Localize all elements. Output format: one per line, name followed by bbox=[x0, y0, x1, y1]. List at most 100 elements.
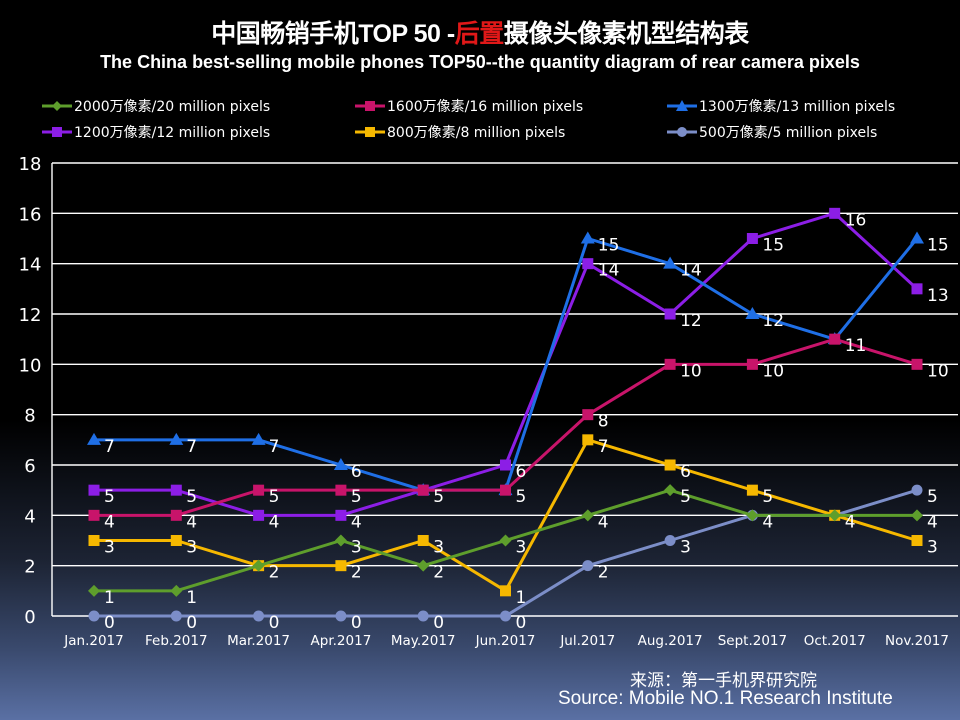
data-label: 0 bbox=[269, 613, 280, 633]
data-label: 6 bbox=[680, 462, 691, 482]
data-label: 6 bbox=[351, 462, 362, 482]
data-label: 8 bbox=[598, 412, 609, 432]
legend-marker-icon bbox=[355, 101, 385, 111]
data-point bbox=[746, 358, 758, 370]
data-point bbox=[335, 610, 347, 622]
data-label: 5 bbox=[762, 487, 773, 507]
data-point bbox=[170, 484, 182, 496]
data-point bbox=[333, 458, 348, 470]
data-label: 3 bbox=[927, 538, 938, 558]
data-point bbox=[663, 256, 678, 269]
legend-label: 1200万像素/12 million pixels bbox=[74, 125, 271, 141]
legend-marker-icon bbox=[355, 127, 385, 137]
data-label: 6 bbox=[516, 462, 527, 482]
title-part2: 摄像头像素机型结构表 bbox=[503, 20, 750, 48]
data-point bbox=[582, 258, 594, 270]
data-point bbox=[664, 358, 676, 370]
data-point bbox=[417, 610, 429, 622]
y-tick-label: 10 bbox=[19, 355, 42, 376]
data-point bbox=[88, 484, 100, 496]
data-point bbox=[581, 509, 594, 522]
data-point bbox=[746, 509, 759, 522]
data-label: 4 bbox=[845, 512, 856, 532]
data-label: 4 bbox=[762, 512, 773, 532]
data-point bbox=[911, 358, 923, 370]
data-point bbox=[253, 484, 265, 496]
data-label: 13 bbox=[927, 286, 949, 306]
data-label: 5 bbox=[104, 487, 115, 507]
data-label: 12 bbox=[680, 311, 702, 331]
data-label: 2 bbox=[433, 563, 444, 583]
y-tick-label: 12 bbox=[19, 305, 42, 326]
x-tick-label: Nov.2017 bbox=[885, 633, 949, 649]
x-tick-label: May.2017 bbox=[391, 633, 456, 649]
x-tick-label: Feb.2017 bbox=[145, 633, 208, 649]
data-point bbox=[335, 484, 347, 496]
data-point bbox=[829, 207, 841, 219]
data-point bbox=[910, 231, 924, 244]
data-point bbox=[499, 534, 512, 547]
data-label: 4 bbox=[598, 512, 609, 532]
data-point bbox=[88, 535, 100, 546]
data-label: 10 bbox=[927, 361, 949, 381]
legend-marker-icon bbox=[667, 127, 697, 137]
data-point bbox=[746, 484, 758, 496]
data-point bbox=[88, 584, 100, 597]
legend-marker-icon bbox=[42, 127, 72, 137]
data-point bbox=[580, 231, 595, 244]
data-label: 10 bbox=[762, 361, 784, 381]
source-en: Source: Mobile NO.1 Research Institute bbox=[558, 688, 893, 709]
data-point bbox=[500, 484, 511, 496]
legend-item: 1600万像素/16 million pixels bbox=[355, 96, 583, 116]
chart-subtitle: The China best-selling mobile phones TOP… bbox=[100, 52, 860, 72]
data-label: 0 bbox=[186, 613, 197, 633]
legend-marker-icon bbox=[42, 101, 72, 111]
data-point bbox=[169, 432, 184, 445]
data-point bbox=[335, 560, 347, 572]
data-label: 3 bbox=[516, 538, 527, 558]
data-label: 2 bbox=[269, 563, 280, 583]
data-point bbox=[334, 534, 347, 547]
data-point bbox=[911, 484, 923, 496]
data-label: 3 bbox=[433, 538, 444, 558]
data-point bbox=[582, 560, 594, 572]
y-tick-label: 14 bbox=[19, 255, 42, 276]
legend-marker-icon bbox=[667, 100, 697, 111]
data-point bbox=[911, 535, 923, 546]
data-label: 7 bbox=[269, 437, 280, 457]
data-point bbox=[911, 509, 923, 522]
data-point bbox=[745, 307, 760, 319]
legend-item: 500万像素/5 million pixels bbox=[667, 122, 877, 142]
data-point bbox=[170, 535, 182, 546]
data-point bbox=[500, 585, 511, 597]
data-point bbox=[664, 535, 676, 546]
title-highlight: 后置 bbox=[454, 20, 505, 48]
data-point bbox=[170, 509, 182, 521]
data-point bbox=[911, 283, 923, 295]
x-tick-label: Apr.2017 bbox=[311, 633, 372, 649]
data-label: 0 bbox=[351, 613, 362, 633]
x-tick-label: Aug.2017 bbox=[638, 633, 703, 649]
y-tick-label: 8 bbox=[24, 406, 35, 427]
data-label: 5 bbox=[680, 487, 691, 507]
data-point bbox=[664, 484, 677, 497]
data-label: 0 bbox=[104, 613, 115, 633]
y-tick-label: 4 bbox=[24, 506, 35, 527]
data-point bbox=[251, 432, 266, 445]
data-label: 5 bbox=[927, 487, 938, 507]
data-label: 15 bbox=[762, 236, 784, 256]
data-label: 11 bbox=[845, 336, 867, 356]
data-label: 3 bbox=[680, 538, 691, 558]
data-label: 4 bbox=[351, 512, 362, 532]
y-tick-label: 16 bbox=[19, 204, 42, 225]
legend-label: 1600万像素/16 million pixels bbox=[387, 99, 584, 115]
data-point bbox=[829, 333, 841, 345]
data-point bbox=[417, 535, 429, 546]
data-label: 2 bbox=[351, 563, 362, 583]
y-tick-label: 2 bbox=[24, 557, 35, 578]
data-label: 10 bbox=[680, 361, 702, 381]
data-label: 4 bbox=[104, 512, 115, 532]
data-point bbox=[335, 509, 347, 521]
data-point bbox=[582, 409, 594, 421]
x-tick-label: Jul.2017 bbox=[559, 633, 615, 649]
